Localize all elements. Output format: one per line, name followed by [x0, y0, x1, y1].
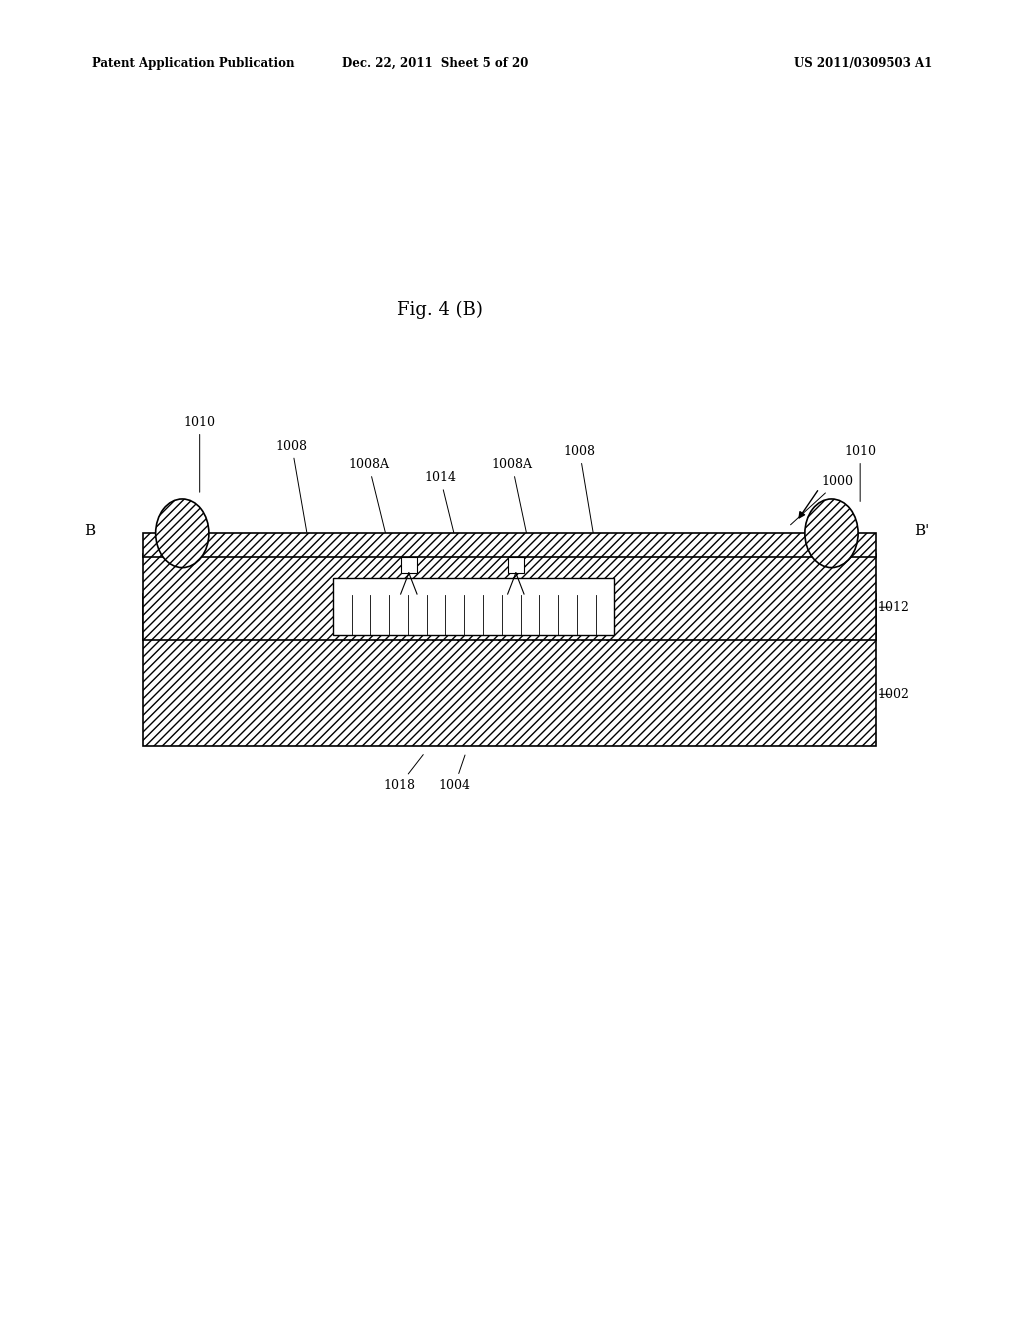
Text: 1010: 1010	[844, 445, 877, 502]
Text: US 2011/0309503 A1: US 2011/0309503 A1	[794, 57, 932, 70]
Bar	[143, 594, 876, 746]
Text: Fig. 4 (B): Fig. 4 (B)	[397, 301, 483, 319]
Circle shape	[156, 499, 209, 568]
Bar	[143, 594, 876, 746]
Bar	[333, 578, 614, 635]
Text: 1008A: 1008A	[492, 458, 532, 549]
Text: 1002: 1002	[877, 688, 909, 701]
Text: 1008: 1008	[275, 440, 308, 532]
Circle shape	[805, 499, 858, 568]
Text: 1000: 1000	[791, 475, 854, 525]
Bar	[143, 554, 876, 640]
Text: 1008A: 1008A	[348, 458, 389, 545]
Bar	[143, 554, 876, 640]
Text: 1004: 1004	[438, 755, 471, 792]
Text: 1010: 1010	[183, 416, 216, 492]
Bar	[400, 557, 417, 573]
Bar	[143, 533, 876, 557]
Text: B': B'	[914, 524, 929, 537]
Bar	[143, 533, 876, 557]
Text: B: B	[85, 524, 95, 537]
Text: Patent Application Publication: Patent Application Publication	[92, 57, 295, 70]
Text: 1008: 1008	[563, 445, 596, 535]
Text: Dec. 22, 2011  Sheet 5 of 20: Dec. 22, 2011 Sheet 5 of 20	[342, 57, 528, 70]
Bar	[508, 557, 524, 573]
Text: 1012: 1012	[877, 601, 909, 614]
Text: 1018: 1018	[383, 755, 423, 792]
Text: 1014: 1014	[424, 471, 460, 558]
